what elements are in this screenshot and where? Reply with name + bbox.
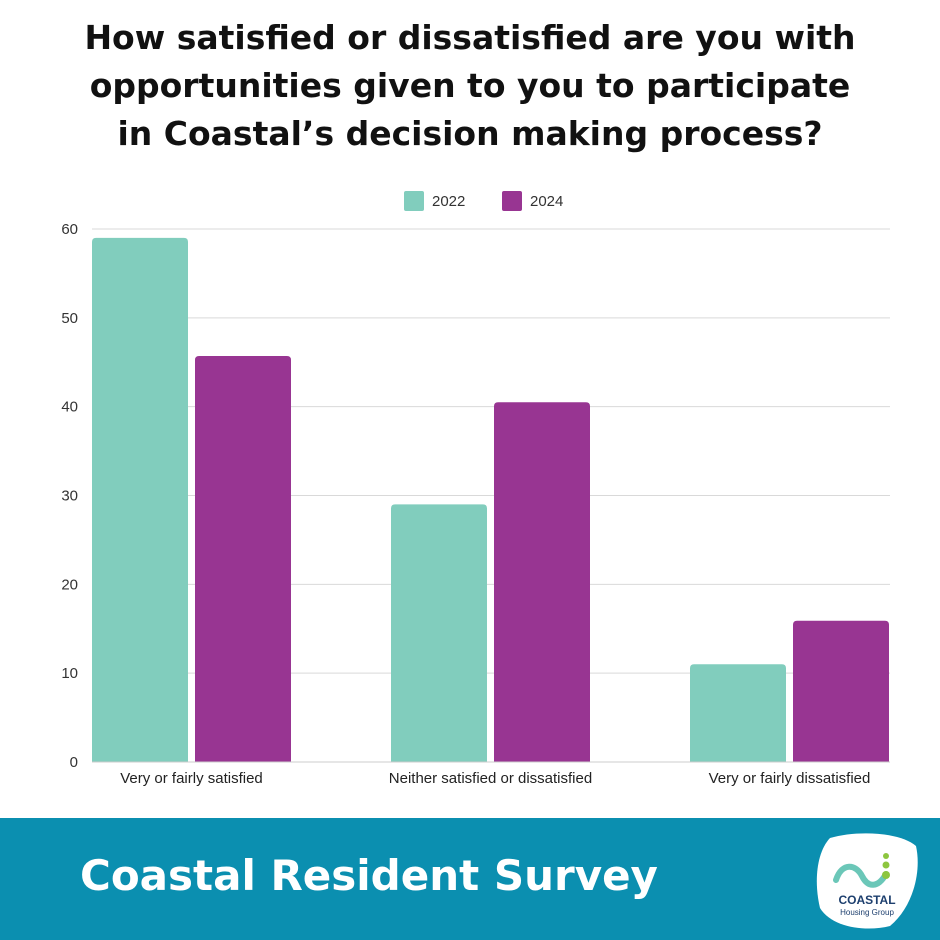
logo-text: COASTAL xyxy=(838,893,895,907)
y-tick-label: 30 xyxy=(61,488,78,505)
legend-label-2024: 2024 xyxy=(530,193,563,210)
x-category-label: Neither satisfied or dissatisfied xyxy=(389,770,592,787)
coastal-logo-icon: COASTAL Housing Group xyxy=(816,833,918,929)
title-line-1: How satisfied or dissatisfied are you wi… xyxy=(84,18,856,57)
legend-label-2022: 2022 xyxy=(432,193,465,210)
bar-2022-3 xyxy=(690,664,786,762)
y-tick-label: 60 xyxy=(61,221,78,238)
y-axis-ticks: 0 10 20 30 40 50 60 xyxy=(61,221,78,771)
legend-swatch-2024 xyxy=(502,191,522,211)
footer-banner: Coastal Resident Survey COASTAL Housing … xyxy=(0,818,940,940)
x-category-label: Very or fairly satisfied xyxy=(120,770,263,787)
y-tick-label: 0 xyxy=(70,754,78,771)
y-tick-label: 50 xyxy=(61,310,78,327)
logo-subtext: Housing Group xyxy=(840,908,894,917)
bars xyxy=(92,237,889,763)
y-tick-label: 40 xyxy=(61,399,78,416)
x-axis-labels: Very or fairly satisfied Neither satisfie… xyxy=(120,770,870,787)
bar-2022-1 xyxy=(92,237,188,763)
legend-swatch-2022 xyxy=(404,191,424,211)
y-tick-label: 20 xyxy=(61,576,78,593)
chart-title: How satisfied or dissatisfied are you wi… xyxy=(0,14,940,158)
bar-2022-2 xyxy=(391,504,487,762)
y-tick-label: 10 xyxy=(61,665,78,682)
title-line-2: opportunities given to you to participat… xyxy=(89,66,851,105)
bar-chart: 2022 2024 0 10 20 30 40 50 60 Very or fairly s… xyxy=(61,191,890,787)
title-line-3: in Coastal’s decision making process? xyxy=(117,114,823,153)
bar-2024-2 xyxy=(494,402,590,762)
legend: 2022 2024 xyxy=(404,191,563,211)
x-category-label: Very or fairly dissatisfied xyxy=(709,770,871,787)
bar-2024-1 xyxy=(195,356,291,762)
bar-2024-3 xyxy=(793,620,889,762)
footer-title: Coastal Resident Survey xyxy=(80,851,658,900)
